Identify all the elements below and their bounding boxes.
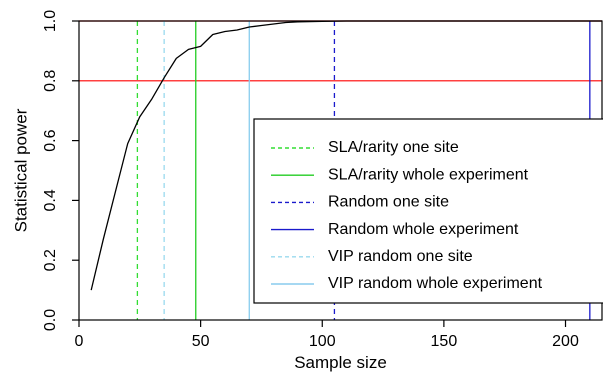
x-tick-label: 0 bbox=[75, 333, 84, 350]
axes: 0 50 100 150 200 0.0 0.2 0.4 0.6 0.8 1.0 bbox=[42, 10, 603, 350]
y-tick-label: 0.2 bbox=[42, 249, 59, 271]
y-tick-label: 0.6 bbox=[42, 129, 59, 151]
legend-label: VIP random whole experiment bbox=[328, 275, 543, 292]
legend-label: SLA/rarity one site bbox=[328, 139, 459, 156]
x-tick-label: 100 bbox=[309, 333, 336, 350]
legend-label: VIP random one site bbox=[328, 248, 473, 265]
x-axis-title: Sample size bbox=[294, 353, 387, 372]
legend-label: Random whole experiment bbox=[328, 221, 519, 238]
y-tick-label: 1.0 bbox=[42, 10, 59, 32]
y-tick-label: 0.4 bbox=[42, 189, 59, 211]
legend-box bbox=[253, 118, 603, 304]
reference-hlines bbox=[79, 20, 602, 82]
y-axis-title: Statistical power bbox=[11, 108, 30, 232]
x-tick-label: 200 bbox=[552, 333, 579, 350]
y-tick-label: 0.8 bbox=[42, 70, 59, 92]
legend-label: SLA/rarity whole experiment bbox=[328, 166, 529, 183]
y-tick-label: 0.0 bbox=[42, 309, 59, 331]
x-tick-label: 50 bbox=[192, 333, 210, 350]
x-tick-label: 150 bbox=[431, 333, 458, 350]
legend: SLA/rarity one site SLA/rarity whole expe… bbox=[253, 118, 603, 304]
legend-label: Random one site bbox=[328, 194, 449, 211]
